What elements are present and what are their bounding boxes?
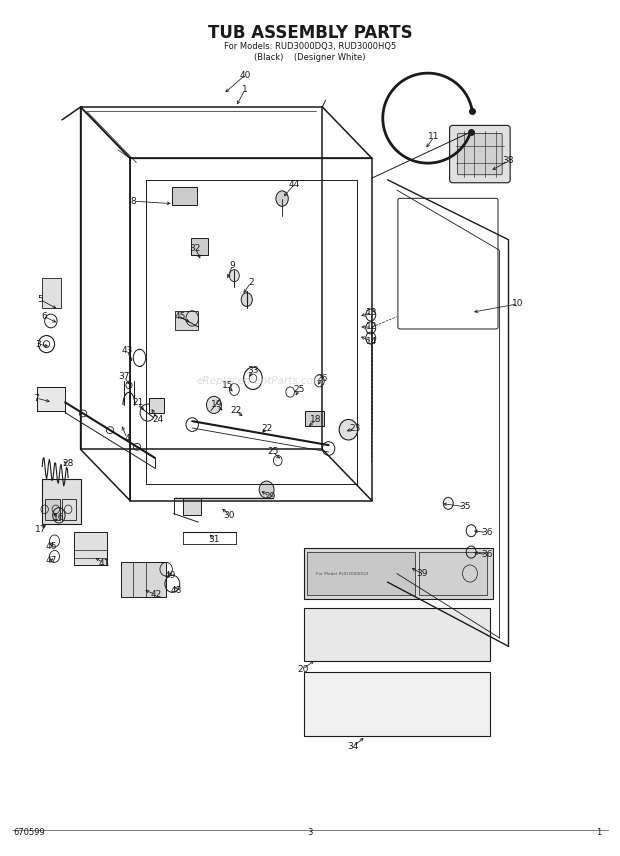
Text: 5: 5 (37, 295, 43, 304)
Text: 3: 3 (35, 340, 42, 348)
Ellipse shape (259, 481, 274, 498)
Text: 37: 37 (118, 372, 130, 381)
Text: 40: 40 (239, 71, 250, 80)
Bar (304, 672, 490, 736)
Bar (191, 238, 208, 255)
Text: 49: 49 (165, 571, 176, 580)
Bar (45, 499, 60, 520)
Text: 32: 32 (190, 244, 201, 253)
Text: 42: 42 (151, 591, 162, 599)
Bar (304, 548, 493, 599)
Text: 24: 24 (153, 415, 164, 424)
Text: 6: 6 (42, 312, 48, 321)
Text: 30: 30 (224, 511, 235, 520)
Ellipse shape (241, 293, 252, 306)
Text: 17: 17 (35, 525, 46, 533)
Text: 1: 1 (596, 828, 601, 837)
Text: 31: 31 (208, 535, 219, 544)
Text: 22: 22 (230, 407, 241, 415)
Text: 33: 33 (247, 366, 259, 375)
Text: For Model RUD3000DQ3: For Model RUD3000DQ3 (316, 572, 369, 575)
Text: 4: 4 (124, 434, 130, 443)
Text: 23: 23 (349, 424, 360, 432)
Text: 28: 28 (63, 460, 74, 468)
Text: 41: 41 (99, 559, 110, 568)
Ellipse shape (229, 270, 239, 282)
Text: 7: 7 (33, 394, 39, 402)
Text: 22: 22 (261, 424, 272, 432)
Bar (149, 398, 164, 413)
Text: For Models: RUD3000DQ3, RUD3000HQ5: For Models: RUD3000DQ3, RUD3000HQ5 (224, 42, 396, 51)
Bar (121, 562, 166, 597)
Text: 43: 43 (122, 347, 133, 355)
Bar (42, 479, 81, 524)
Bar (304, 608, 490, 661)
Bar (175, 311, 198, 330)
Text: 10: 10 (512, 300, 523, 308)
Text: (Black)    (Designer White): (Black) (Designer White) (254, 53, 366, 62)
Text: 45: 45 (174, 312, 185, 321)
Ellipse shape (339, 419, 358, 440)
Text: 12: 12 (366, 323, 378, 331)
Text: 9: 9 (229, 261, 236, 270)
Text: 35: 35 (459, 502, 471, 511)
Text: 47: 47 (45, 556, 56, 565)
Text: 46: 46 (45, 542, 56, 550)
Bar (42, 278, 61, 308)
Text: 13: 13 (366, 308, 378, 317)
Ellipse shape (276, 191, 288, 206)
Text: 19: 19 (211, 401, 223, 409)
Text: 14: 14 (366, 337, 378, 346)
Text: 34: 34 (348, 742, 359, 751)
Text: 20: 20 (297, 665, 308, 674)
Bar (183, 498, 202, 515)
Text: 2: 2 (248, 278, 254, 287)
Text: eReplacementParts.com: eReplacementParts.com (197, 376, 324, 386)
Text: 25: 25 (293, 385, 304, 394)
FancyBboxPatch shape (450, 125, 510, 183)
Text: 36: 36 (481, 528, 492, 537)
Bar (74, 532, 107, 565)
Bar (307, 552, 415, 595)
Text: 8: 8 (130, 197, 136, 205)
Text: 48: 48 (171, 586, 182, 595)
Text: 16: 16 (53, 514, 64, 522)
Bar (418, 552, 487, 595)
Text: 26: 26 (317, 374, 328, 383)
Text: 29: 29 (264, 492, 275, 501)
Text: 44: 44 (289, 180, 300, 188)
Text: 15: 15 (222, 381, 233, 389)
Text: 18: 18 (311, 415, 322, 424)
Text: 36: 36 (481, 550, 492, 559)
FancyBboxPatch shape (458, 134, 502, 175)
Bar (172, 187, 197, 205)
Text: 670599: 670599 (14, 828, 45, 837)
Bar (62, 499, 76, 520)
Text: 11: 11 (428, 133, 440, 141)
Text: 3: 3 (308, 828, 312, 837)
Text: 1: 1 (242, 86, 248, 94)
Bar (37, 387, 65, 411)
Text: TUB ASSEMBLY PARTS: TUB ASSEMBLY PARTS (208, 23, 412, 42)
Ellipse shape (206, 396, 221, 413)
Text: 38: 38 (503, 157, 514, 165)
Text: 21: 21 (132, 398, 143, 407)
Text: 39: 39 (416, 569, 427, 578)
Bar (305, 411, 324, 426)
Text: 25: 25 (267, 448, 278, 456)
